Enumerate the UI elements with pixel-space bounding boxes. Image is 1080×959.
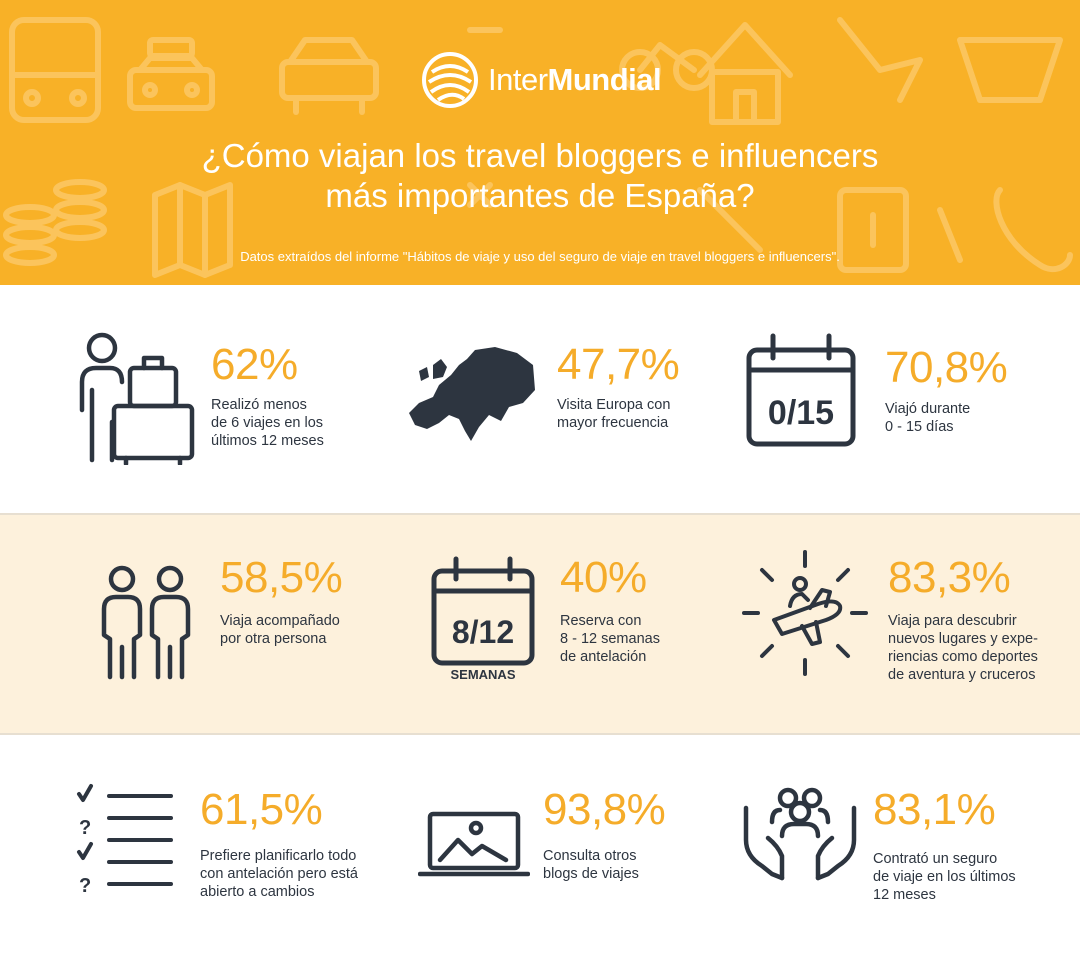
calendar-weeks-icon: 8/12 [431,556,535,666]
laptop-blog-icon [418,811,530,877]
intermundial-logo: InterMundial [422,52,662,108]
stat-value: 83,3% [888,553,1011,602]
page-subtitle: Datos extraídos del informe "Hábitos de … [240,249,840,264]
stat-description: Prefiere planificarlo todo con antelació… [200,848,358,900]
stats-row-3 [0,735,1080,959]
travel-pattern-background [3,17,1073,278]
stat-value: 70,8% [885,343,1008,392]
calendar-days-text: 0/15 [768,394,834,432]
stat-description: Contrató un seguro de viaje en los últim… [873,851,1016,903]
header-banner: InterMundial ¿Cómo viajan los travel blo… [0,0,1080,285]
stat-description: Consulta otros blogs de viajes [543,848,639,882]
stat-description: Viaja acompañado por otra persona [220,613,340,647]
title-line-2: más importantes de España? [325,177,755,214]
stat-value: 58,5% [220,553,343,602]
calendar-weeks-caption: SEMANAS [450,667,516,682]
calendar-weeks-text: 8/12 [452,614,514,650]
traveler-luggage-icon [79,332,195,465]
stat-value: 47,7% [557,340,680,389]
brand-name: InterMundial [488,62,662,97]
stat-value: 93,8% [543,785,666,834]
stat-value: 83,1% [873,785,996,834]
checklist-icon: ? ? [77,784,173,894]
globe-logo-icon [422,52,478,108]
stat-value: 61,5% [200,785,323,834]
europe-map-icon [409,347,535,441]
stat-value: 62% [211,340,298,389]
two-people-icon [101,565,191,680]
svg-text:?: ? [79,875,91,894]
insurance-hands-icon [743,787,857,881]
stat-description: Viaja para descubrir nuevos lugares y ex… [888,613,1038,683]
stat-description: Viajó durante 0 - 15 días [885,401,971,435]
svg-text:?: ? [79,817,91,839]
stat-description: Realizó menos de 6 viajes en los últimos… [211,397,324,449]
page-title: ¿Cómo viajan los travel bloggers e influ… [0,136,1080,216]
calendar-days-icon: 0/15 [746,333,856,447]
stats-row-1 [0,285,1080,513]
stat-description: Visita Europa con mayor frecuencia [557,397,671,431]
plane-adventure-icon [742,550,868,676]
stats-row-2 [0,513,1080,735]
stat-description: Reserva con 8 - 12 semanas de antelación [560,613,660,665]
title-line-1: ¿Cómo viajan los travel bloggers e influ… [201,137,879,174]
stat-value: 40% [560,553,647,602]
